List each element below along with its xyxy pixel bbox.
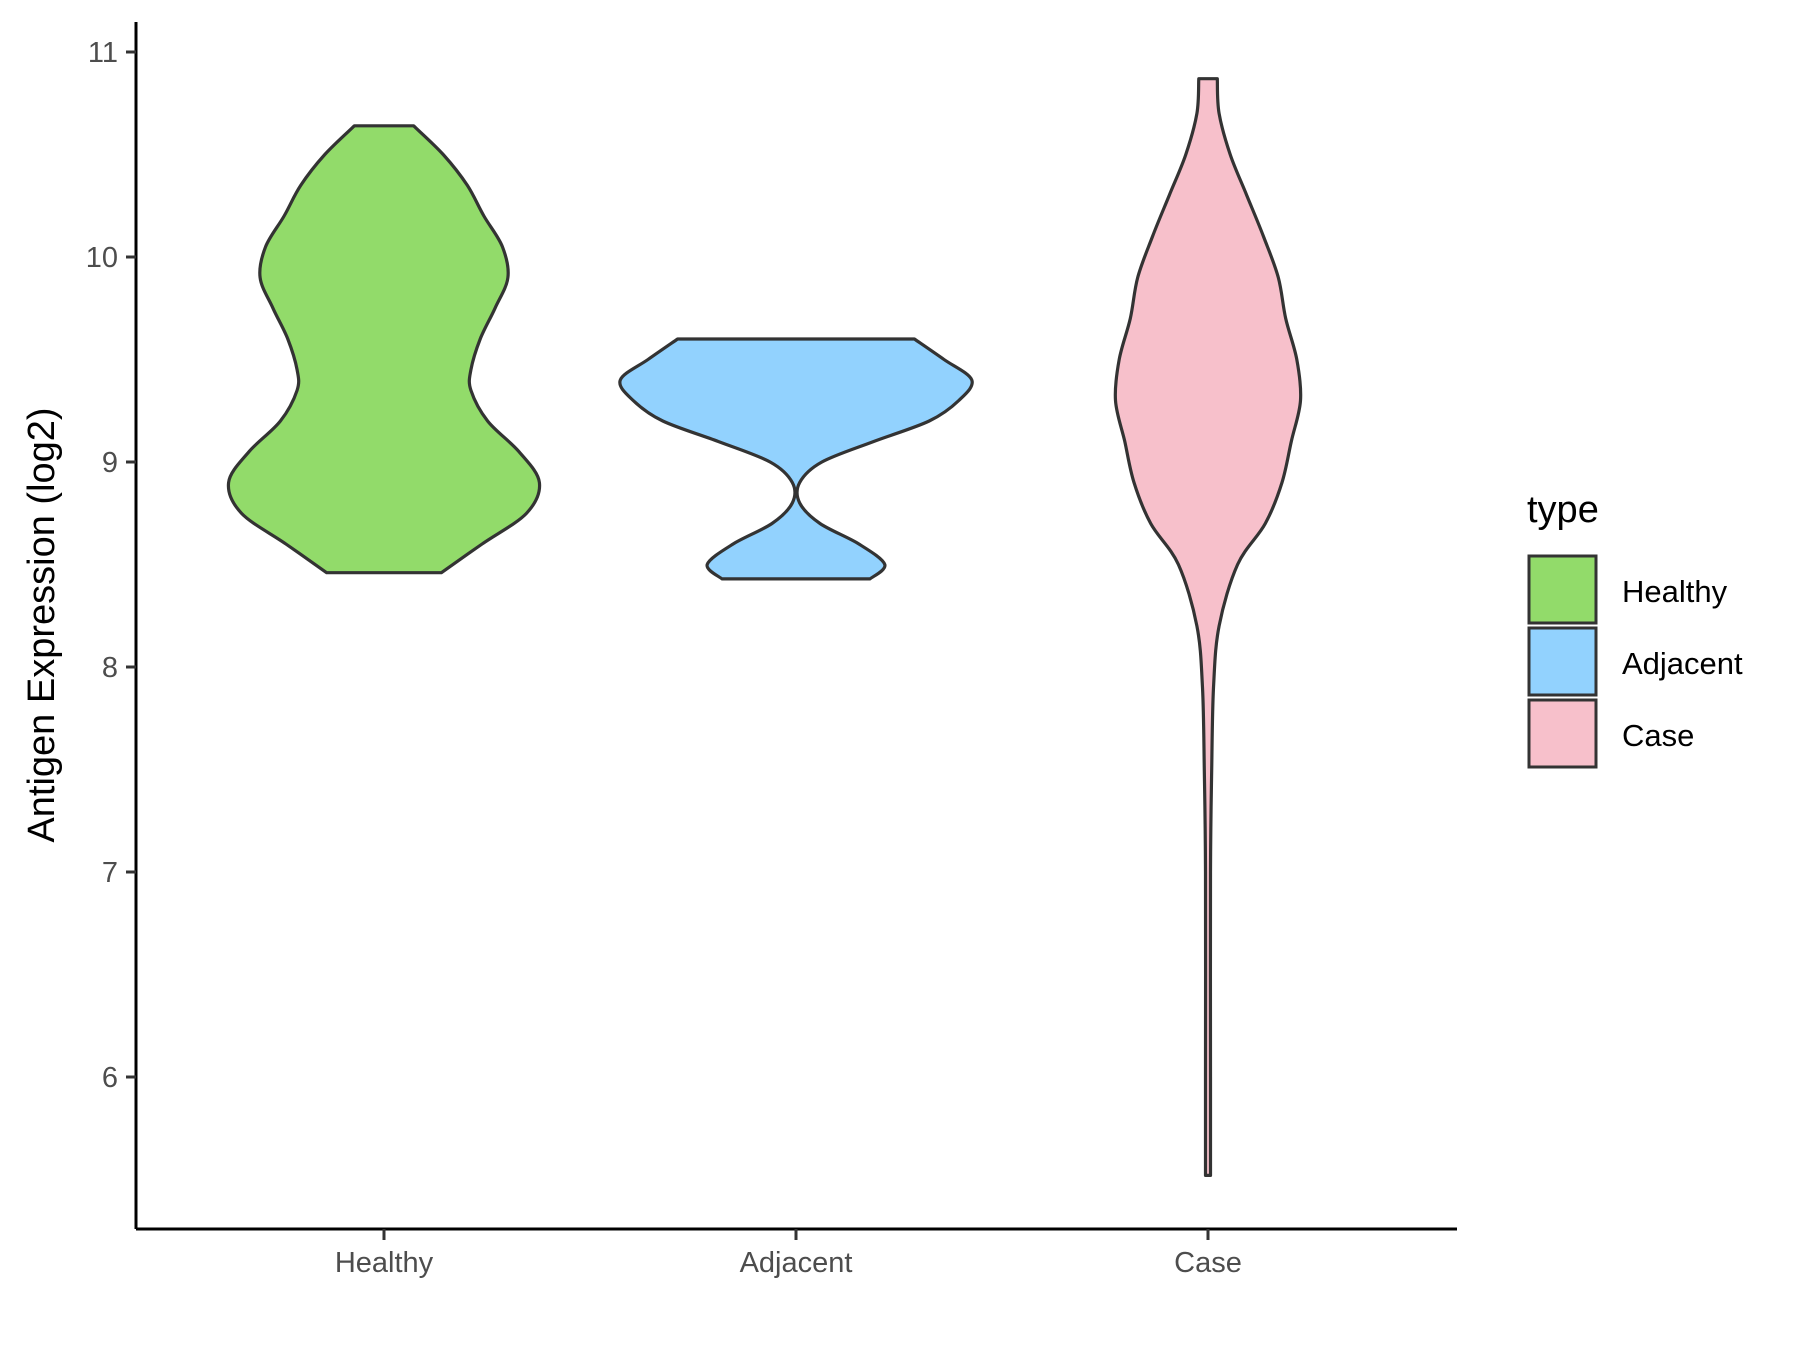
violin-group	[226, 77, 1303, 1177]
legend-swatch-case	[1527, 698, 1598, 769]
legend-swatch-adjacent	[1527, 626, 1598, 697]
legend-label-healthy: Healthy	[1622, 574, 1728, 609]
y-axis-title: Antigen Expression (log2)	[21, 407, 63, 842]
y-axis-ticks: 6 7 8 9 10 11	[86, 37, 136, 1094]
legend-title: type	[1527, 489, 1599, 531]
x-tick-label: Case	[1174, 1247, 1242, 1279]
y-tick-label: 10	[86, 242, 118, 274]
x-tick-label: Adjacent	[740, 1247, 853, 1279]
y-tick-label: 11	[88, 37, 118, 69]
legend-label-adjacent: Adjacent	[1622, 646, 1743, 681]
legend-label-case: Case	[1622, 718, 1694, 753]
violin-healthy	[226, 124, 542, 575]
legend-swatch-healthy	[1527, 554, 1598, 625]
y-tick-label: 6	[102, 1062, 118, 1094]
y-tick-label: 9	[102, 447, 118, 479]
y-tick-label: 7	[102, 857, 118, 889]
x-axis-ticks: Healthy Adjacent Case	[335, 1229, 1242, 1279]
violin-case	[1113, 77, 1303, 1177]
violin-adjacent	[618, 337, 974, 581]
legend: Healthy Adjacent Case	[1527, 554, 1743, 769]
x-tick-label: Healthy	[335, 1247, 434, 1279]
y-tick-label: 8	[102, 652, 118, 684]
